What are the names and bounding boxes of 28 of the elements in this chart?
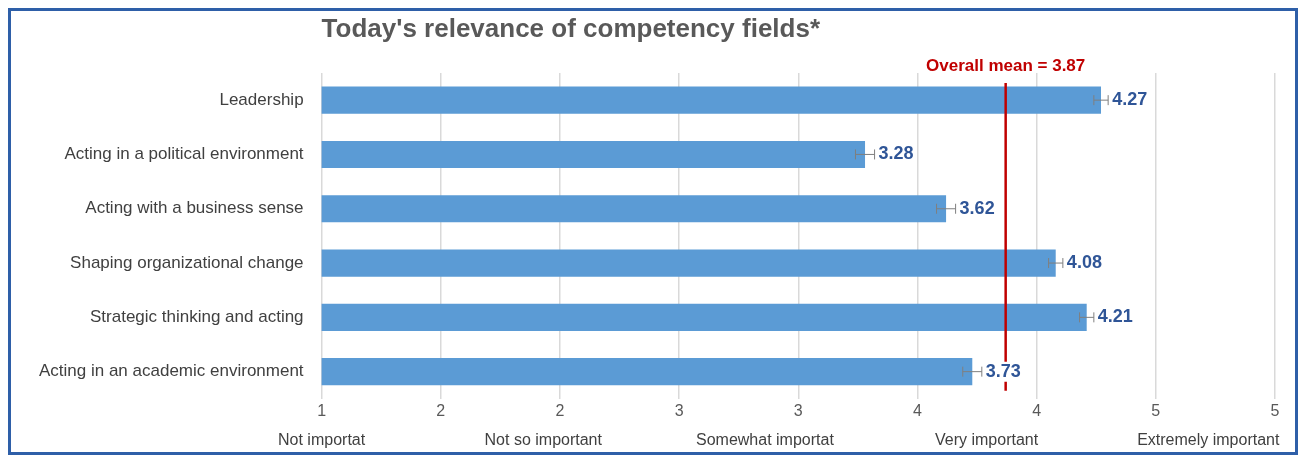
- data-label: 3.73: [985, 360, 1021, 381]
- data-label: 4.08: [1066, 252, 1102, 273]
- y-tick-label: Shaping organizational change: [70, 252, 304, 272]
- text: Somewhat importat: [696, 431, 835, 449]
- text: Extremely important: [1137, 431, 1280, 449]
- data-label: 3.28: [878, 143, 914, 164]
- y-tick-label: Acting with a business sense: [85, 198, 304, 218]
- x-tick-label: 5: [1151, 401, 1161, 419]
- data-label: 4.21: [1097, 306, 1133, 327]
- x-tick-label: 3: [793, 401, 803, 419]
- y-tick-label: Acting in an academic environment: [38, 361, 304, 381]
- x-tick-label: 4: [913, 401, 923, 419]
- x-tick-label: 4: [1032, 401, 1042, 419]
- x-tick-label: 1: [317, 401, 327, 419]
- data-label: 3.62: [959, 197, 995, 218]
- x-tick-label: 3: [674, 401, 684, 419]
- text: Not so important: [484, 431, 603, 449]
- y-tick-label: Strategic thinking and acting: [89, 307, 304, 327]
- text: Not importat: [278, 431, 366, 449]
- data-label: 4.27: [1112, 89, 1148, 110]
- ref-line-label: Overall mean = 3.87: [926, 56, 1086, 76]
- x-tick-label: 2: [555, 401, 565, 419]
- y-tick-label: Leadership: [219, 89, 304, 109]
- y-tick-label: Acting in a political environment: [64, 144, 304, 164]
- x-tick-label: 2: [436, 401, 446, 419]
- chart-title: Today's relevance of competency fields*: [321, 13, 821, 44]
- text: Very important: [935, 431, 1039, 449]
- x-tick-label: 5: [1270, 401, 1280, 419]
